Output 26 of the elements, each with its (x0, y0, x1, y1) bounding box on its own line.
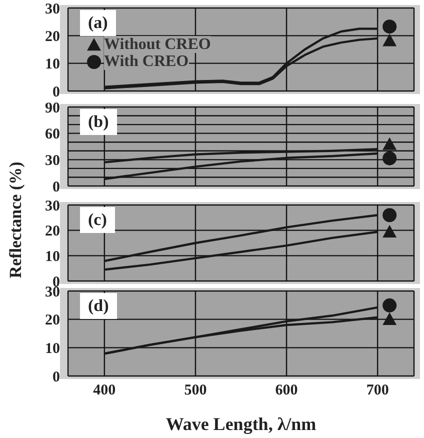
y-tick-label: 0 (52, 84, 60, 100)
y-tick-label: 10 (45, 248, 60, 265)
chart-title: (c) (80, 207, 115, 233)
y-tick-label: 30 (45, 1, 60, 18)
y-tick-label: 0 (52, 369, 60, 386)
y-axis-title: Reflectance (%) (6, 162, 26, 278)
y-tick-label: 10 (45, 56, 60, 73)
y-tick-label: 20 (45, 312, 60, 329)
y-tick-label: 20 (45, 28, 60, 45)
x-tick-label: 600 (275, 382, 298, 399)
legend-label: With CREO (104, 53, 189, 70)
y-tick-label: 0 (52, 179, 60, 196)
chart-title: (b) (80, 109, 117, 135)
x-tick-label: 400 (93, 382, 116, 399)
legend-label: Without CREO (104, 36, 211, 54)
y-tick-label: 10 (45, 340, 60, 357)
y-tick-label: 30 (45, 198, 60, 214)
y-tick-label: 60 (45, 126, 60, 143)
y-tick-label: 30 (45, 152, 60, 169)
x-tick-label: 700 (366, 382, 389, 399)
chart-title: (d) (80, 293, 117, 319)
x-tick-label: 500 (184, 382, 207, 399)
y-tick-label: 20 (45, 224, 60, 240)
x-axis-title: Wave Length, λ/nm (164, 414, 318, 435)
y-tick-label: 90 (45, 100, 60, 116)
chart-title: (a) (80, 10, 116, 36)
